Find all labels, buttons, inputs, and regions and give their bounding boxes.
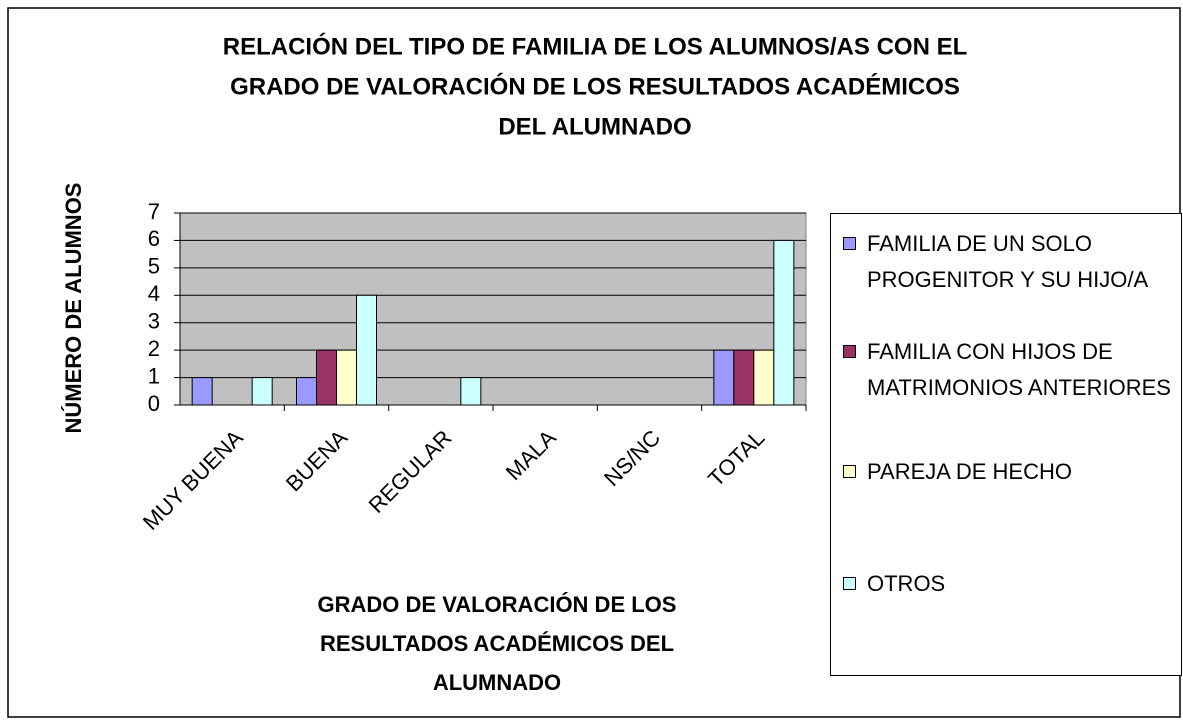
bar xyxy=(460,377,482,406)
y-tick-label: 7 xyxy=(148,199,160,224)
bar xyxy=(251,377,273,406)
legend-swatch xyxy=(843,237,856,250)
bar xyxy=(191,377,213,406)
chart-title: DEL ALUMNADO xyxy=(498,113,691,140)
legend-swatch xyxy=(843,465,856,478)
bar xyxy=(356,294,377,406)
bar xyxy=(296,377,317,406)
legend: FAMILIA DE UN SOLO PROGENITOR Y SU HIJO/… xyxy=(830,213,1182,676)
chart-title: GRADO DE VALORACIÓN DE LOS RESULTADOS AC… xyxy=(230,72,960,100)
legend-swatch xyxy=(843,345,856,358)
y-tick-label: 1 xyxy=(148,363,160,388)
x-axis-label: RESULTADOS ACADÉMICOS DEL xyxy=(320,631,674,656)
y-tick-label: 5 xyxy=(148,254,160,279)
legend-label: FAMILIA CON HIJOS DE MATRIMONIOS ANTERIO… xyxy=(867,339,1171,400)
chart-title: RELACIÓN DEL TIPO DE FAMILIA DE LOS ALUM… xyxy=(223,32,967,60)
bar xyxy=(773,239,795,406)
bar xyxy=(316,349,337,406)
x-axis-label: ALUMNADO xyxy=(433,670,561,695)
bar xyxy=(753,349,775,406)
y-tick-label: 0 xyxy=(148,391,160,416)
legend-label: OTROS xyxy=(867,571,946,596)
bar xyxy=(733,349,755,406)
y-tick-label: 2 xyxy=(148,336,160,361)
legend-entry: FAMILIA CON HIJOS DE MATRIMONIOS ANTERIO… xyxy=(843,334,1173,406)
y-tick-label: 6 xyxy=(148,226,160,251)
legend-label: PAREJA DE HECHO xyxy=(867,459,1072,484)
y-tick-label: 3 xyxy=(148,309,160,334)
y-tick-label: 4 xyxy=(148,281,160,306)
bar xyxy=(336,349,357,406)
x-axis-label: GRADO DE VALORACIÓN DE LOS xyxy=(318,592,677,617)
legend-swatch xyxy=(843,577,856,590)
legend-label: FAMILIA DE UN SOLO PROGENITOR Y SU HIJO/… xyxy=(867,231,1149,292)
legend-entry: OTROS xyxy=(843,566,1173,602)
y-axis-label: NÚMERO DE ALUMNOS xyxy=(61,183,86,434)
plot-area xyxy=(179,212,807,406)
bar xyxy=(713,349,735,406)
legend-entry: FAMILIA DE UN SOLO PROGENITOR Y SU HIJO/… xyxy=(843,226,1173,298)
legend-entry: PAREJA DE HECHO xyxy=(843,454,1173,490)
